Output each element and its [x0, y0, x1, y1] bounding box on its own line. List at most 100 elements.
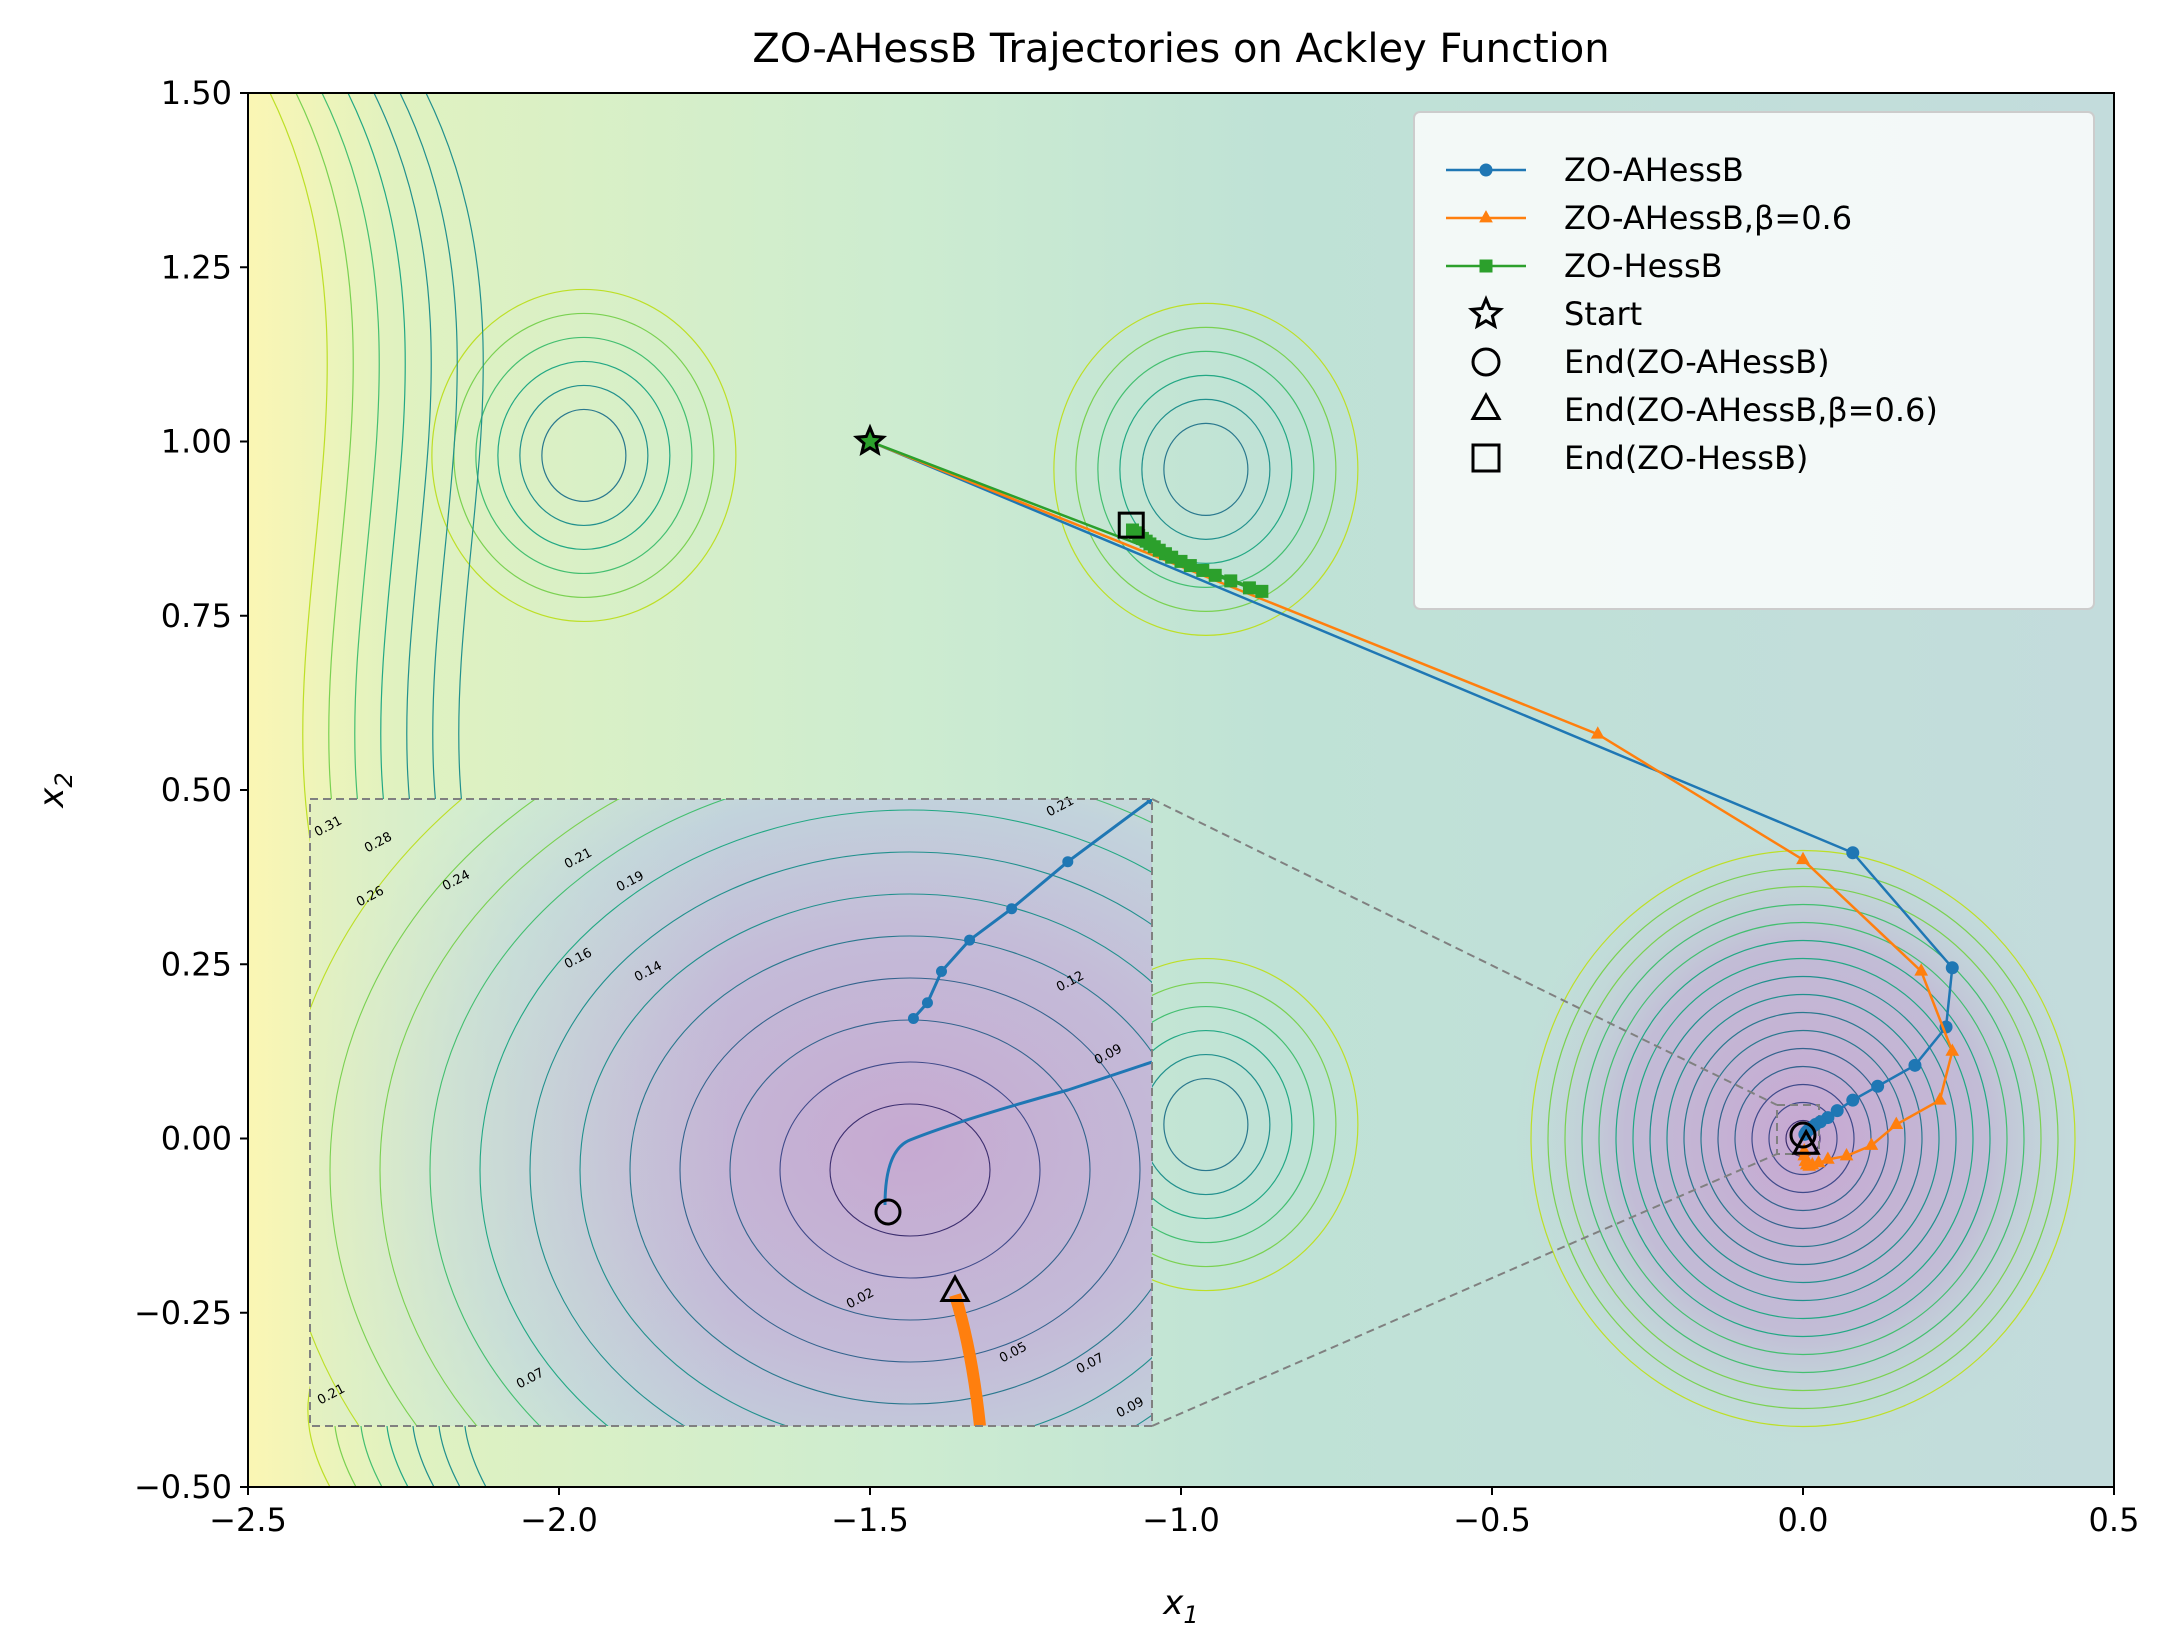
x-tick-label: 0.5 — [2089, 1501, 2140, 1539]
inset-contour — [579, 893, 1152, 1426]
series-point-2 — [1242, 581, 1256, 595]
series-point-0 — [1830, 1104, 1844, 1118]
legend-label: ZO-HessB — [1564, 247, 1723, 285]
zoom-inset: 0.310.280.260.240.210.190.16 0.14 0.120.09… — [309, 793, 1153, 1427]
series-point-0 — [1908, 1058, 1922, 1072]
contour-local-min — [431, 288, 737, 623]
y-axis-label: x2 — [32, 772, 78, 808]
series-point-2 — [1255, 584, 1269, 598]
y-tick-label: 1.00 — [161, 423, 232, 461]
inset-series-line-zo-ahessb-beta — [949, 1293, 986, 1426]
series-point-0 — [1846, 1093, 1860, 1107]
series-point-2 — [1196, 563, 1210, 577]
series-point-0 — [1846, 846, 1860, 860]
legend-marker-triangle — [1470, 391, 1502, 420]
legend-marker — [1479, 259, 1493, 273]
x-axis-label-subscript: 1 — [1183, 1601, 1198, 1629]
start-end-markers — [852, 423, 1821, 1155]
x-axis-ticks: −2.5 −2.0 −1.5 −1.0 −0.5 0.0 0.5 — [209, 1487, 2139, 1539]
contour-local-min — [1141, 398, 1271, 540]
legend-label: End(ZO-AHessB) — [1564, 343, 1830, 381]
contour-local-min — [1163, 1077, 1249, 1172]
inset-edge-shading — [310, 799, 1152, 1426]
contour-global-min — [1649, 975, 1957, 1302]
inset-contour — [479, 809, 1152, 1426]
contour-global-min — [1717, 1047, 1889, 1230]
series-point-0 — [1945, 961, 1959, 975]
marker-triangle — [1791, 1128, 1821, 1155]
inset-point-zo-ahessb — [1146, 799, 1152, 805]
inset-end-zo-ahessb — [874, 1198, 902, 1226]
legend-marker-square — [1471, 443, 1501, 473]
inset-contour — [529, 851, 1152, 1426]
contour-global-min — [1564, 885, 2042, 1392]
y-axis-label-base: x — [32, 787, 72, 809]
y-tick-label: 0.50 — [161, 771, 232, 809]
contour-global-min — [1768, 1101, 1838, 1176]
series-point-0 — [1871, 1079, 1885, 1093]
inset-end-zo-ahessb-beta — [939, 1273, 971, 1302]
legend-label: ZO-AHessB,β=0.6 — [1564, 199, 1852, 237]
inset-point-zo-ahessb — [907, 1012, 919, 1024]
legend: ZO-AHessB ZO-AHessB,β=0.6 ZO-HessB Start End… — [1413, 111, 2095, 610]
legend-label: End(ZO-AHessB,β=0.6) — [1564, 391, 1938, 429]
contour-local-min — [1119, 374, 1293, 564]
contour-local-min — [1097, 350, 1315, 588]
series-point-1 — [1945, 1043, 1960, 1056]
y-tick-label: 1.25 — [161, 248, 232, 286]
series-point-2 — [1224, 574, 1238, 588]
inset-contour-lines — [310, 799, 1152, 1426]
x-tick-label: −0.5 — [1453, 1501, 1531, 1539]
marker-star — [852, 423, 888, 456]
contour-local-min — [475, 336, 693, 575]
series-point-1 — [1839, 1147, 1854, 1161]
inset-contour — [679, 977, 1141, 1363]
y-tick-label: 1.50 — [161, 74, 232, 112]
marker-square — [1117, 511, 1145, 539]
series-point-1 — [1821, 1151, 1835, 1164]
inset-trajectories — [874, 799, 1152, 1426]
contour-local-min — [541, 408, 627, 503]
series-point-1 — [1796, 851, 1810, 865]
legend-marker-circle — [1471, 347, 1501, 377]
inset-contour — [779, 1061, 1041, 1279]
x-axis-label: x1 — [1162, 1583, 1198, 1629]
inset-series-line-zo-ahessb-tail — [883, 1060, 1152, 1206]
contour-global-min — [1581, 903, 2025, 1374]
contour-global-min — [1632, 957, 1974, 1320]
y-tick-label: 0.25 — [161, 945, 232, 983]
inset-contour — [329, 799, 537, 1426]
legend-label: ZO-AHessB — [1564, 151, 1744, 189]
contour-local-min — [497, 360, 671, 551]
legend-label: End(ZO-HessB) — [1564, 439, 1808, 477]
series-point-1 — [1864, 1137, 1879, 1150]
inset-point-zo-ahessb — [1006, 903, 1018, 915]
x-axis-label-base: x — [1162, 1583, 1184, 1623]
contour-global-min — [1751, 1083, 1855, 1194]
series-point-1 — [1914, 963, 1929, 976]
contour-global-min — [1530, 849, 2076, 1428]
inset-point-zo-ahessb — [964, 934, 976, 946]
marker-circle — [1789, 1121, 1817, 1149]
x-tick-label: 0.0 — [1778, 1501, 1829, 1539]
series-point-1 — [1590, 726, 1605, 739]
inset-frame — [309, 798, 1153, 1427]
y-axis-label-subscript: 2 — [50, 772, 78, 787]
series-point-1 — [1932, 1092, 1947, 1105]
x-tick-label: −2.0 — [520, 1501, 598, 1539]
legend-marker-star — [1467, 295, 1505, 330]
legend-marker — [1479, 163, 1493, 177]
inset-point-zo-ahessb — [936, 965, 947, 977]
series-point-1 — [1889, 1116, 1904, 1129]
zoom-connector-top — [1151, 798, 1778, 1106]
contour-local-min — [1075, 326, 1337, 612]
y-tick-label: 0.75 — [161, 597, 232, 635]
contour-global-min — [1598, 921, 2008, 1356]
series-point-2 — [1125, 523, 1139, 537]
legend-frame — [1413, 111, 2095, 610]
inset-contour — [379, 799, 621, 1426]
contour-global-min — [1683, 1011, 1923, 1266]
contour-global-min — [1666, 993, 1940, 1284]
inset-point-zo-ahessb — [1062, 856, 1074, 868]
legend-label: Start — [1564, 295, 1642, 333]
